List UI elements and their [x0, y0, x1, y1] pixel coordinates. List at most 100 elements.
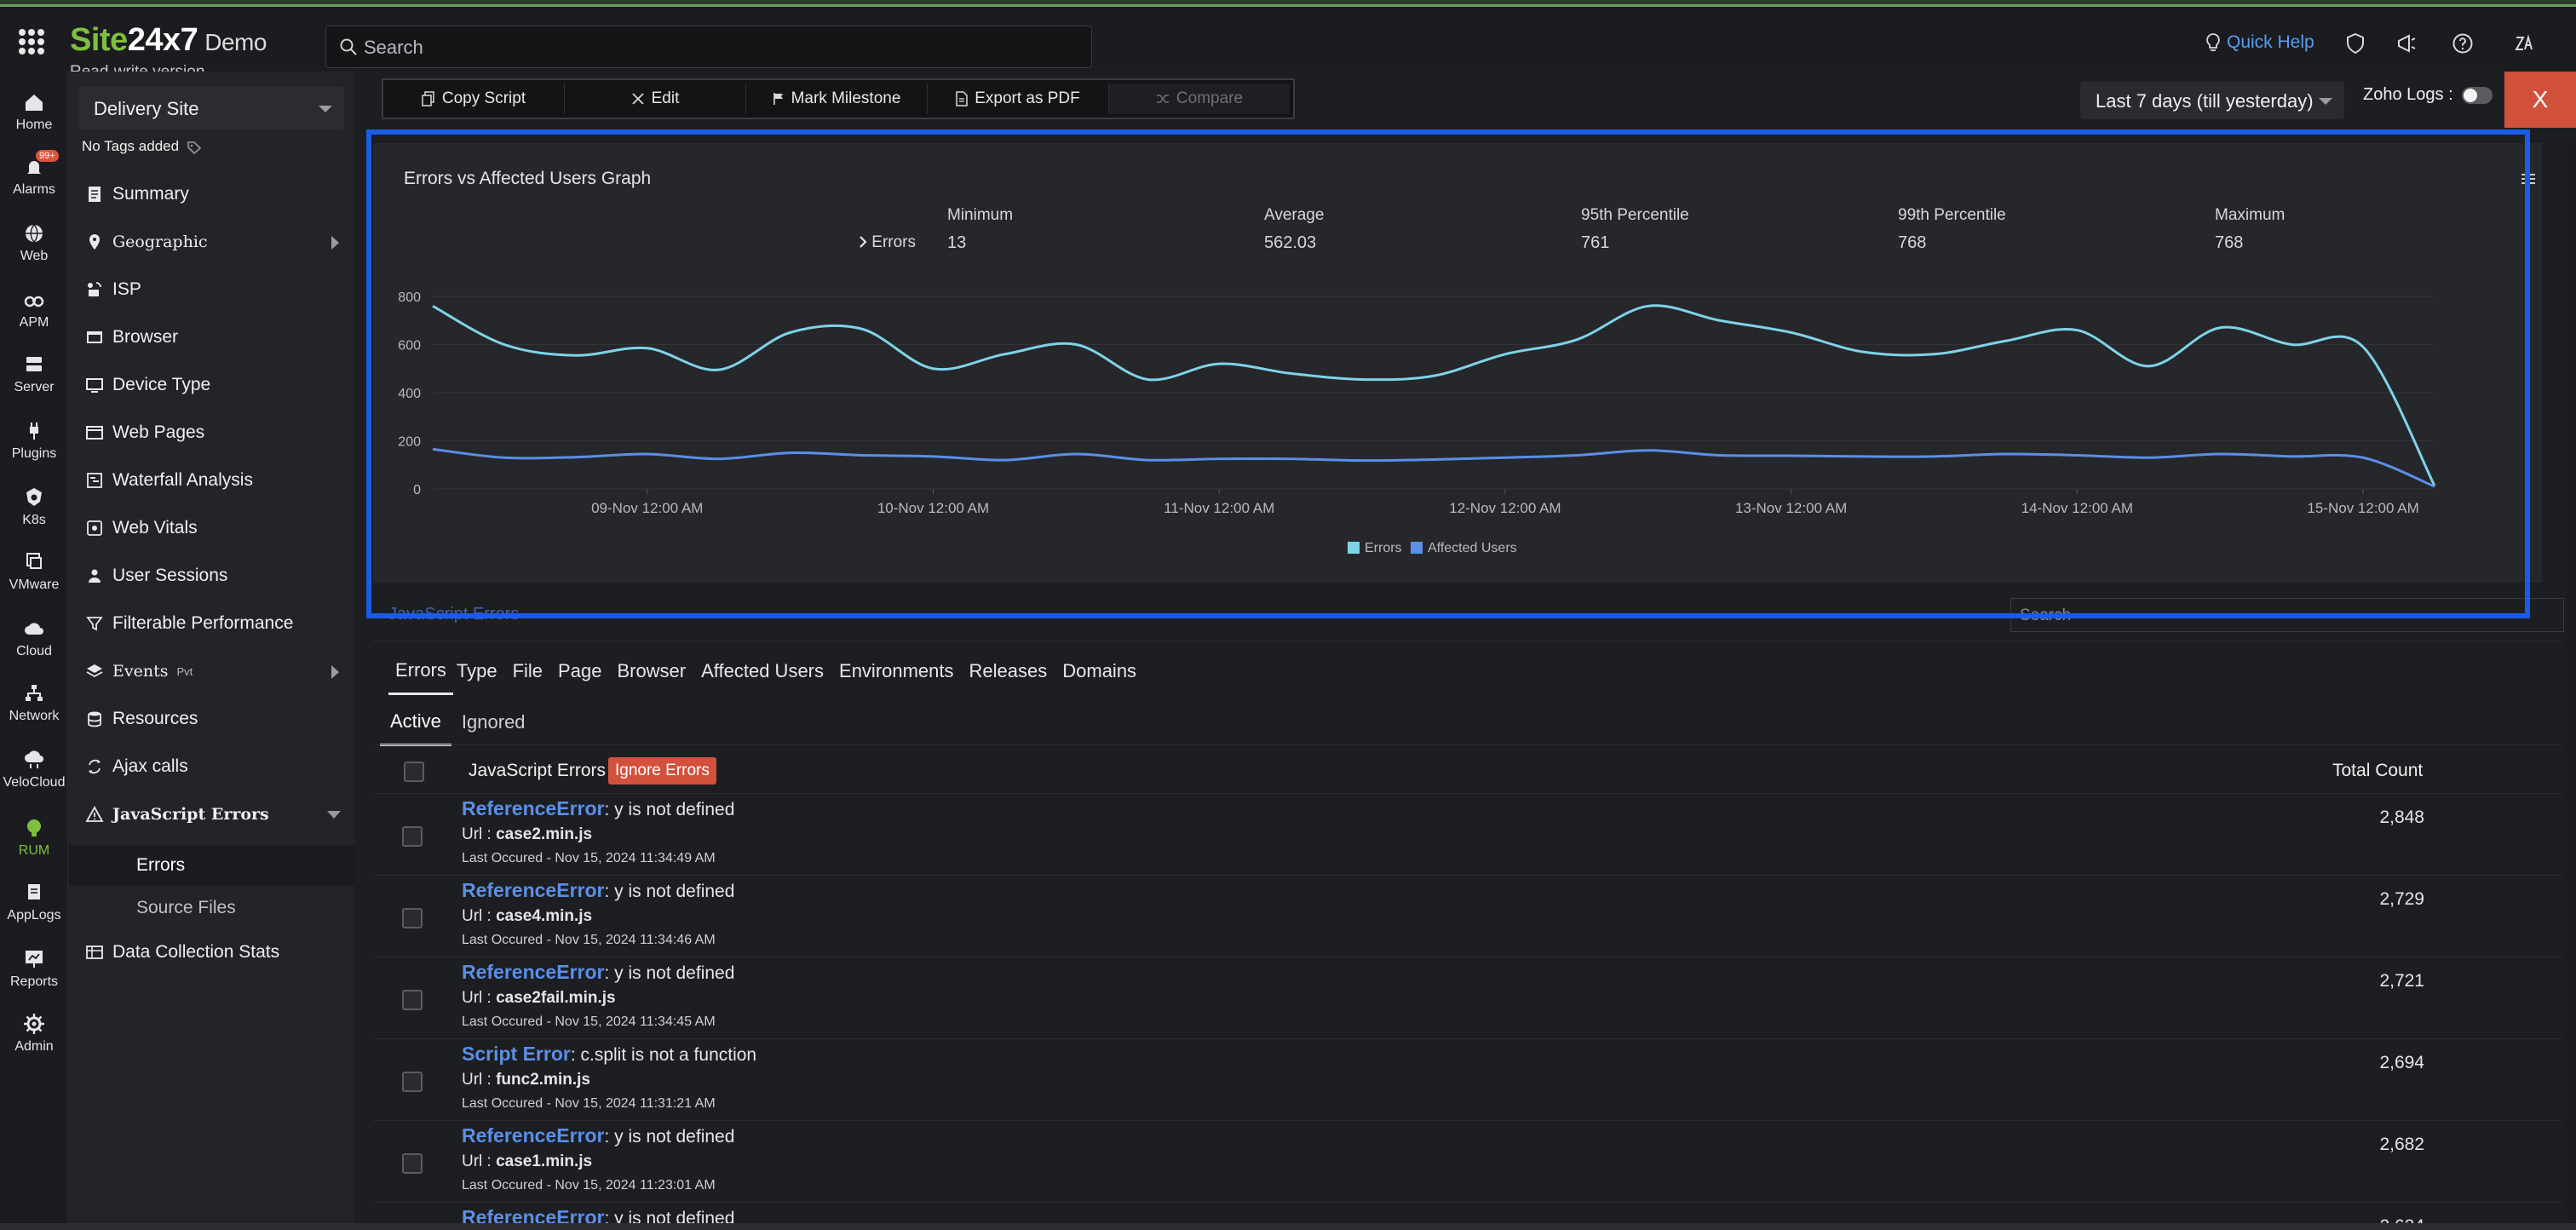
sidebar-item-user-sessions[interactable]: User Sessions — [85, 557, 341, 595]
rail-item-alarms[interactable]: Alarms 99+ — [0, 150, 68, 198]
rail-item-web[interactable]: Web — [0, 221, 68, 264]
copy-script-button[interactable]: Copy Script — [383, 83, 565, 114]
scrollbar[interactable] — [2566, 143, 2576, 1230]
rail-item-home[interactable]: Home — [0, 90, 68, 133]
error-type[interactable]: ReferenceError — [462, 879, 605, 901]
error-title[interactable]: ReferenceError: y is not defined — [462, 1124, 734, 1147]
tab-file[interactable]: File — [512, 660, 543, 681]
rail-item-applogs[interactable]: AppLogs — [0, 881, 68, 923]
rail-item-label: Admin — [14, 1039, 54, 1054]
chart-menu-icon[interactable] — [2521, 174, 2535, 184]
stat-avg-label: Average — [1264, 206, 1325, 224]
last-occured: Last Occured - Nov 15, 2024 11:34:49 AM — [462, 851, 716, 865]
url-value: case2fail.min.js — [496, 989, 616, 1007]
shield-icon[interactable] — [2344, 32, 2366, 55]
tab-domains[interactable]: Domains — [1062, 660, 1137, 681]
subtab-active[interactable]: Active — [380, 698, 451, 746]
rail-item-rum[interactable]: RUM — [0, 816, 68, 859]
user-icon — [89, 569, 101, 583]
subtab-ignored[interactable]: Ignored — [461, 711, 526, 733]
sidebar-item-label: Web Pages — [112, 422, 205, 442]
table-row[interactable]: Script Error: c.split is not a function … — [373, 1039, 2562, 1121]
help-icon[interactable] — [2452, 32, 2474, 55]
zoho-logs-toggle[interactable] — [2461, 86, 2493, 104]
tab-page[interactable]: Page — [558, 660, 602, 681]
error-type[interactable]: ReferenceError — [462, 797, 605, 819]
error-title[interactable]: ReferenceError: y is not defined — [462, 879, 734, 902]
error-title[interactable]: ReferenceError: y is not defined — [462, 797, 734, 820]
sidebar-item-waterfall-analysis[interactable]: Waterfall Analysis — [85, 462, 341, 499]
table-row[interactable]: ReferenceError: y is not defined Url : c… — [373, 876, 2562, 957]
time-period-select[interactable]: Last 7 days (till yesterday) — [2080, 82, 2344, 119]
sidebar-item-isp[interactable]: ISP — [85, 271, 341, 308]
rail-item-server[interactable]: Server — [0, 353, 68, 395]
stats-series-toggle[interactable]: Errors — [859, 233, 916, 252]
tab-errors[interactable]: Errors — [388, 647, 453, 695]
row-checkbox[interactable] — [402, 826, 423, 847]
sidebar-item-web-vitals[interactable]: Web Vitals — [85, 509, 341, 547]
tab-environments[interactable]: Environments — [839, 660, 954, 681]
legend-label: Affected Users — [1428, 541, 1517, 555]
error-type[interactable]: ReferenceError — [462, 1124, 605, 1147]
site-selector[interactable]: Delivery Site — [78, 87, 344, 129]
sidebar-item-device-type[interactable]: Device Type — [85, 366, 341, 404]
ignore-errors-button[interactable]: Ignore Errors — [608, 757, 716, 785]
sidebar-item-resources[interactable]: Resources — [85, 700, 341, 738]
sidebar-item-data-collection-stats[interactable]: Data Collection Stats — [85, 934, 341, 971]
sidebar-item-filterable-performance[interactable]: Filterable Performance — [85, 605, 341, 642]
row-checkbox[interactable] — [402, 990, 423, 1010]
column-header-total-count[interactable]: Total Count — [2332, 761, 2424, 780]
error-title[interactable]: Script Error: c.split is not a function — [462, 1043, 756, 1066]
sidebar-item-browser[interactable]: Browser — [85, 319, 341, 356]
rail-item-reports[interactable]: Reports — [0, 947, 68, 990]
error-title[interactable]: ReferenceError: y is not defined — [462, 961, 734, 984]
sidebar-item-ajax-calls[interactable]: Ajax calls — [85, 748, 341, 785]
rail-item-vmware[interactable]: VMware — [0, 550, 68, 593]
rail-item-network[interactable]: Network — [0, 681, 68, 724]
rail-item-admin[interactable]: Admin — [0, 1012, 68, 1055]
sidebar-item-javascript-errors[interactable]: JavaScript Errors — [85, 796, 341, 833]
sidebar-subitem-errors[interactable]: Errors — [68, 845, 354, 886]
edit-button[interactable]: Edit — [565, 83, 746, 114]
table-row[interactable]: ReferenceError: y is not defined Url : c… — [373, 794, 2562, 876]
export-pdf-label: Export as PDF — [975, 89, 1080, 107]
tab-affected-users[interactable]: Affected Users — [701, 660, 825, 681]
export-pdf-button[interactable]: Export as PDF — [928, 83, 1109, 114]
row-checkbox[interactable] — [402, 908, 423, 928]
rail-item-velocloud[interactable]: VeloCloud — [0, 748, 68, 790]
tags-label[interactable]: No Tags added — [82, 138, 202, 155]
sidebar-item-summary[interactable]: Summary — [85, 175, 341, 213]
error-type[interactable]: Script Error — [462, 1043, 571, 1065]
global-search[interactable]: Search — [325, 26, 1092, 68]
table-row[interactable]: ReferenceError: y is not defined Url : c… — [373, 1121, 2562, 1203]
app-grid-icon[interactable] — [19, 29, 44, 55]
table-row[interactable]: ReferenceError: y is not defined Url : c… — [373, 957, 2562, 1039]
row-checkbox[interactable] — [402, 1072, 423, 1092]
rail-item-plugins[interactable]: Plugins — [0, 419, 68, 462]
mark-milestone-button[interactable]: Mark Milestone — [746, 83, 928, 114]
announcement-icon[interactable] — [2395, 32, 2418, 55]
sidebar-item-label: JavaScript Errors — [112, 805, 269, 824]
sidebar-item-events[interactable]: Events Pvt — [85, 652, 341, 690]
rail-item-cloud[interactable]: Cloud — [0, 617, 68, 659]
error-type[interactable]: ReferenceError — [462, 961, 605, 983]
tab-releases[interactable]: Releases — [969, 660, 1048, 681]
quick-help-link[interactable]: Quick Help — [2205, 32, 2314, 53]
rail-item-apm[interactable]: APM — [0, 288, 68, 330]
sidebar-subitem-source-files[interactable]: Source Files — [68, 888, 354, 928]
errors-search-input[interactable]: Search — [2010, 598, 2564, 632]
tab-type[interactable]: Type — [456, 660, 497, 681]
error-url: Url : case4.min.js — [462, 907, 592, 926]
row-checkbox[interactable] — [402, 1153, 423, 1174]
select-all-checkbox[interactable] — [404, 762, 424, 782]
rail-item-k8s[interactable]: K8s — [0, 486, 68, 528]
url-label: Url : — [462, 1071, 497, 1089]
sidebar-item-web-pages[interactable]: Web Pages — [85, 414, 341, 451]
brand-logo[interactable]: Site24x7 Demo — [70, 22, 267, 59]
close-button[interactable]: X — [2504, 72, 2576, 128]
close-label: X — [2532, 86, 2549, 112]
user-avatar-icon[interactable] — [2513, 32, 2535, 55]
sidebar-item-geographic[interactable]: Geographic — [85, 223, 341, 261]
compare-button[interactable]: Compare — [1109, 83, 1290, 114]
tab-browser[interactable]: Browser — [617, 660, 687, 681]
